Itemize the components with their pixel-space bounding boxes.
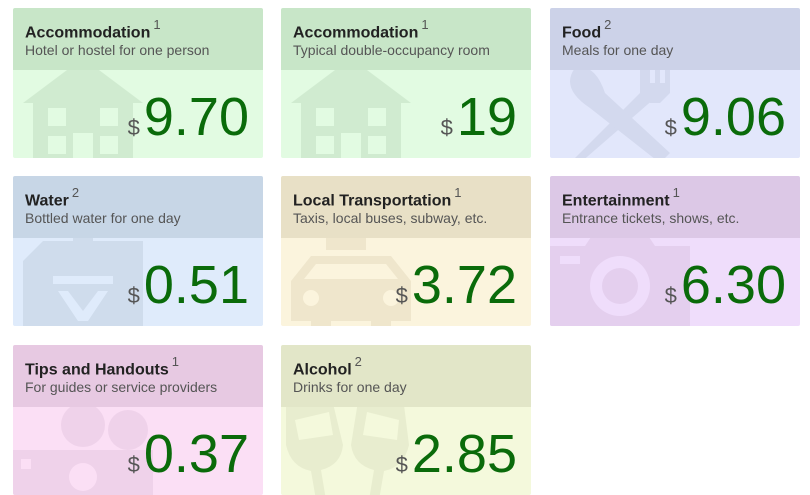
card-water[interactable]: Water 2 Bottled water for one day $0.51 [13, 176, 263, 326]
house-icon [291, 58, 411, 158]
footnote-marker[interactable]: 2 [71, 185, 80, 200]
card-header [281, 345, 531, 407]
currency-symbol: $ [664, 283, 677, 308]
price: $9.70 [128, 90, 249, 144]
card-tips-and-handouts[interactable]: Tips and Handouts 1 For guides or service… [13, 345, 263, 495]
price: $19 [441, 90, 517, 144]
card-alcohol[interactable]: Alcohol 2 Drinks for one day $2.85 [281, 345, 531, 495]
price: $9.06 [665, 90, 786, 144]
water-jug-icon [23, 231, 143, 326]
currency-symbol: $ [127, 115, 140, 140]
card-header [281, 8, 531, 70]
card-subtitle: Taxis, local buses, subway, etc. [293, 210, 488, 226]
taxi-icon [291, 236, 411, 326]
currency-symbol: $ [127, 452, 140, 477]
card-title: Entertainment [562, 192, 670, 210]
price-amount: 9.06 [680, 87, 786, 147]
currency-symbol: $ [440, 115, 453, 140]
footnote-marker[interactable]: 1 [421, 17, 429, 32]
card-header [13, 345, 263, 407]
card-subtitle: Entrance tickets, shows, etc. [562, 210, 740, 226]
currency-symbol: $ [395, 283, 408, 308]
price: $3.72 [396, 258, 517, 312]
card-title: Accommodation [293, 24, 419, 42]
card-accommodation-single[interactable]: Accommodation 1 Hotel or hostel for one p… [13, 8, 263, 158]
price: $6.30 [665, 258, 786, 312]
card-local-transportation[interactable]: Local Transportation 1 Taxis, local buses… [281, 176, 531, 326]
footnote-marker[interactable]: 1 [454, 185, 462, 200]
currency-symbol: $ [127, 283, 140, 308]
card-title: Local Transportation [293, 192, 452, 210]
house-icon [23, 58, 143, 158]
footnote-marker[interactable]: 2 [604, 17, 612, 32]
glasses-icon [286, 395, 409, 495]
card-title: Accommodation [25, 24, 151, 42]
card-title: Water [25, 192, 69, 210]
card-subtitle: Meals for one day [562, 42, 674, 58]
price-amount: 2.85 [411, 424, 517, 484]
card-title: Tips and Handouts [25, 361, 169, 379]
card-food[interactable]: Food 2 Meals for one day $9.06 [550, 8, 800, 158]
card-subtitle: Hotel or hostel for one person [25, 42, 210, 58]
price: $2.85 [396, 427, 517, 481]
price-amount: 9.70 [143, 87, 249, 147]
card-header [13, 176, 263, 238]
card-entertainment[interactable]: Entertainment 1 Entrance tickets, shows, … [550, 176, 800, 326]
card-header [550, 8, 800, 70]
footnote-marker[interactable]: 2 [354, 354, 362, 369]
card-accommodation-double[interactable]: Accommodation 1 Typical double-occupancy … [281, 8, 531, 158]
footnote-marker[interactable]: 1 [171, 354, 179, 369]
price-amount: 6.30 [680, 255, 786, 315]
price: $0.37 [128, 427, 249, 481]
card-header [281, 176, 531, 238]
footnote-marker[interactable]: 1 [672, 185, 680, 200]
money-icon [13, 403, 153, 495]
price-amount: 19 [456, 87, 517, 147]
price: $0.51 [128, 258, 249, 312]
price-amount: 3.72 [411, 255, 517, 315]
camera-icon [550, 231, 690, 326]
card-subtitle: For guides or service providers [25, 379, 218, 395]
card-subtitle: Bottled water for one day [25, 210, 181, 226]
card-header [13, 8, 263, 70]
card-title: Food [562, 24, 602, 42]
footnote-marker[interactable]: 1 [153, 17, 161, 32]
card-title: Alcohol [293, 361, 352, 379]
currency-symbol: $ [395, 452, 408, 477]
card-subtitle: Typical double-occupancy room [293, 42, 490, 58]
card-subtitle: Drinks for one day [293, 379, 407, 395]
card-header [550, 176, 800, 238]
price-amount: 0.37 [143, 424, 249, 484]
currency-symbol: $ [664, 115, 677, 140]
price-amount: 0.51 [143, 255, 249, 315]
